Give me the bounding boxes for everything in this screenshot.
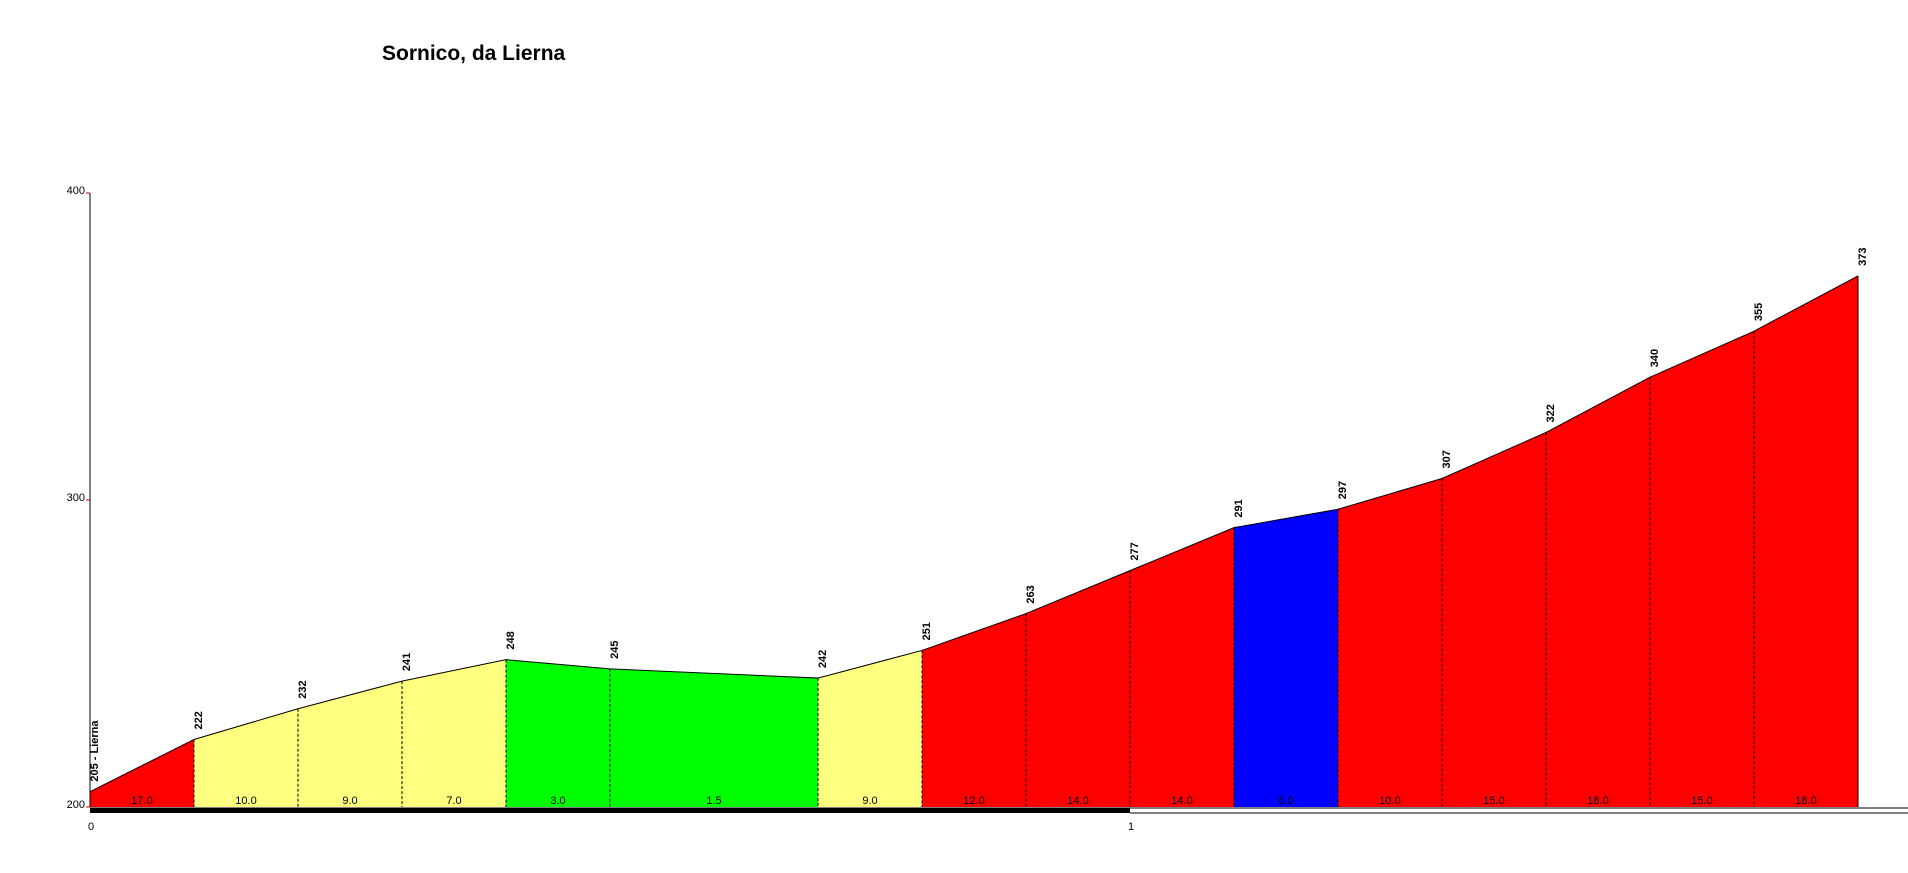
gradient-segment xyxy=(1234,509,1338,807)
elevation-label: 322 xyxy=(1545,404,1557,422)
elevation-labels: 205 - Lierna 222 232 241 248 245 242 251 263 277 2… xyxy=(89,248,1869,782)
gradient-label: 14.0 xyxy=(1067,795,1088,807)
gradient-segment xyxy=(298,681,402,807)
elevation-label: 263 xyxy=(1025,585,1037,603)
gradient-segment xyxy=(506,659,610,807)
gradient-labels: 17.0 10.0 9.0 7.0 3.0 1.5 9.0 12.0 14.0 14.0 6.0 10… xyxy=(131,795,1816,807)
gradient-segment xyxy=(1026,570,1130,807)
gradient-label: 1.5 xyxy=(706,795,721,807)
elevation-label: 297 xyxy=(1337,481,1349,499)
gradient-label: 9.0 xyxy=(342,795,357,807)
elevation-label: 291 xyxy=(1233,499,1245,517)
elevation-label: 232 xyxy=(297,680,309,698)
x-tick-label: 0 xyxy=(88,821,94,833)
gradient-label: 15.0 xyxy=(1691,795,1712,807)
y-tick-label: 200 xyxy=(67,799,85,811)
elevation-label: 251 xyxy=(921,622,933,640)
elevation-label: 307 xyxy=(1441,450,1453,468)
gradient-segment xyxy=(194,708,298,807)
y-tick-label: 400 xyxy=(67,185,85,197)
gradient-label: 14.0 xyxy=(1171,795,1192,807)
elevation-label: 241 xyxy=(401,653,413,671)
chart-title: Sornico, da Lierna xyxy=(382,42,566,65)
x-tick-label: 1 xyxy=(1128,821,1134,833)
gradient-segment xyxy=(90,739,194,807)
y-tick-label: 300 xyxy=(67,492,85,504)
gradient-label: 9.0 xyxy=(862,795,877,807)
elevation-label: 222 xyxy=(193,711,205,729)
elevation-label: 205 - Lierna xyxy=(89,720,101,782)
gradient-segment xyxy=(402,659,506,807)
axes: 200 300 400 0 1 xyxy=(67,185,1908,833)
gradient-segment xyxy=(1650,331,1754,807)
gradient-segment xyxy=(1338,478,1442,807)
gradient-segment xyxy=(610,668,818,807)
gradient-label: 10.0 xyxy=(1379,795,1400,807)
segment-dividers xyxy=(193,331,1755,807)
gradient-label: 6.0 xyxy=(1278,795,1293,807)
gradient-label: 15.0 xyxy=(1483,795,1504,807)
gradient-label: 18.0 xyxy=(1587,795,1608,807)
gradient-label: 18.0 xyxy=(1795,795,1816,807)
gradient-label: 7.0 xyxy=(446,795,461,807)
gradient-segment xyxy=(1442,432,1546,807)
elevation-label: 340 xyxy=(1649,349,1661,367)
gradient-label: 10.0 xyxy=(235,795,256,807)
elevation-label: 248 xyxy=(505,631,517,649)
elevation-label: 245 xyxy=(609,640,621,658)
elevation-label: 277 xyxy=(1129,542,1141,560)
gradient-segment xyxy=(1754,275,1858,807)
gradient-segments xyxy=(90,275,1858,807)
elevation-label: 355 xyxy=(1753,303,1765,321)
gradient-segment xyxy=(818,650,922,807)
elevation-label: 242 xyxy=(817,650,829,668)
elevation-label: 373 xyxy=(1857,248,1869,266)
gradient-segment xyxy=(922,613,1026,807)
gradient-label: 12.0 xyxy=(963,795,984,807)
gradient-label: 17.0 xyxy=(131,795,152,807)
gradient-label: 3.0 xyxy=(550,795,565,807)
gradient-segment xyxy=(1130,527,1234,807)
km-bar xyxy=(90,808,1130,813)
gradient-segment xyxy=(1546,377,1650,807)
